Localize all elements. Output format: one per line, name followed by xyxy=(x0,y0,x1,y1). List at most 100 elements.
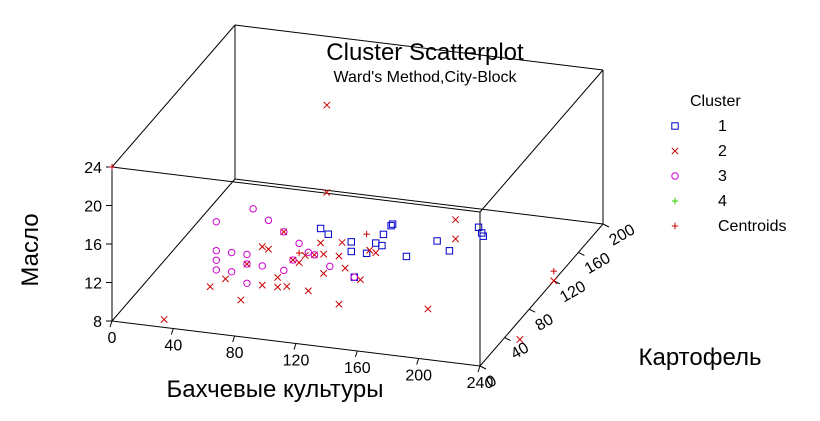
data-point xyxy=(324,230,332,238)
data-point xyxy=(326,262,334,271)
data-point xyxy=(320,250,328,258)
data-point xyxy=(320,269,328,277)
data-point xyxy=(301,251,309,260)
data-point xyxy=(274,273,282,281)
data-point xyxy=(452,235,460,243)
data-point xyxy=(347,238,355,246)
data-point xyxy=(452,216,460,224)
data-point xyxy=(402,252,411,261)
legend-marker xyxy=(671,122,679,130)
data-point xyxy=(323,188,331,197)
data-point xyxy=(387,222,395,230)
y-tick-mark xyxy=(479,365,487,370)
data-point xyxy=(227,268,236,276)
data-point xyxy=(341,264,349,272)
data-point xyxy=(424,305,432,313)
legend-label: 1 xyxy=(718,118,727,135)
y-tick-mark xyxy=(504,337,511,342)
z-tick-label: 16 xyxy=(84,237,102,254)
x-tick-label: 40 xyxy=(164,338,182,355)
data-point xyxy=(258,243,266,251)
data-point xyxy=(289,256,297,264)
data-point xyxy=(280,228,288,236)
legend: Cluster 1 2 3 4 Centroids xyxy=(671,93,786,235)
data-point xyxy=(388,220,397,228)
box-edge xyxy=(111,24,236,168)
data-point xyxy=(280,266,288,275)
data-point xyxy=(550,277,558,285)
data-point xyxy=(206,283,214,291)
box-edge xyxy=(234,178,604,225)
data-point xyxy=(378,241,386,250)
data-point xyxy=(310,251,319,259)
x-tick-mark xyxy=(109,320,113,328)
legend-marker xyxy=(671,147,679,155)
y-axis-title: Картофель xyxy=(638,344,761,371)
x-axis-ticks: 0 40 80 120 160 200 240 xyxy=(108,320,494,392)
centroid-point xyxy=(550,267,557,275)
data-point xyxy=(362,249,371,258)
data-point xyxy=(243,279,251,287)
z-axis-ticks: 8 12 16 20 24 xyxy=(84,160,112,331)
data-point xyxy=(356,276,365,284)
data-point xyxy=(160,315,168,324)
data-point xyxy=(243,260,251,268)
data-point xyxy=(212,266,221,274)
data-point xyxy=(445,247,454,255)
data-point xyxy=(227,248,236,257)
x-tick-mark xyxy=(170,328,174,335)
legend-label: 3 xyxy=(718,168,727,185)
data-point xyxy=(264,216,273,225)
y-tick-label: 120 xyxy=(557,278,589,306)
data-point xyxy=(304,287,312,295)
centroid-point xyxy=(108,163,116,171)
box-edge xyxy=(234,24,604,71)
chart-subtitle: Ward's Method,City-Block xyxy=(334,69,518,86)
data-point xyxy=(516,335,524,344)
legend-marker xyxy=(671,222,679,230)
data-point xyxy=(274,283,282,291)
z-tick-label: 24 xyxy=(84,160,102,177)
legend-title: Cluster xyxy=(690,93,741,110)
x-tick-label: 160 xyxy=(344,360,371,377)
x-tick-mark xyxy=(477,365,481,373)
data-point xyxy=(283,282,291,290)
data-point xyxy=(338,238,346,247)
data-point xyxy=(317,239,325,247)
data-point xyxy=(335,300,343,308)
data-point xyxy=(295,259,303,267)
x-tick-label: 0 xyxy=(108,330,117,347)
x-tick-mark xyxy=(232,335,236,343)
x-tick-label: 240 xyxy=(467,375,494,392)
legend-label: Centroids xyxy=(718,218,786,235)
chart-title: Cluster Scatterplot xyxy=(326,39,524,66)
data-point xyxy=(237,296,245,304)
y-tick-mark xyxy=(602,223,610,228)
data-point xyxy=(372,239,380,247)
data-points xyxy=(108,101,558,344)
box-edge xyxy=(479,223,604,367)
data-point xyxy=(366,246,374,254)
data-point xyxy=(350,273,358,281)
data-point xyxy=(304,248,312,257)
data-point xyxy=(347,247,355,256)
data-point xyxy=(372,249,380,257)
x-tick-label: 80 xyxy=(226,345,244,362)
legend-marker xyxy=(671,197,679,205)
box-edge xyxy=(111,178,236,322)
legend-label: 4 xyxy=(718,193,727,210)
box-edge xyxy=(111,166,481,213)
data-point xyxy=(264,245,273,253)
data-point xyxy=(212,218,221,226)
z-axis-title: Масло xyxy=(17,213,44,286)
data-point xyxy=(249,205,257,213)
z-tick-label: 12 xyxy=(84,276,102,293)
x-tick-mark xyxy=(293,343,297,350)
y-tick-mark xyxy=(578,251,585,256)
y-tick-label: 200 xyxy=(607,221,639,249)
data-point xyxy=(295,239,303,248)
data-point xyxy=(323,101,331,109)
